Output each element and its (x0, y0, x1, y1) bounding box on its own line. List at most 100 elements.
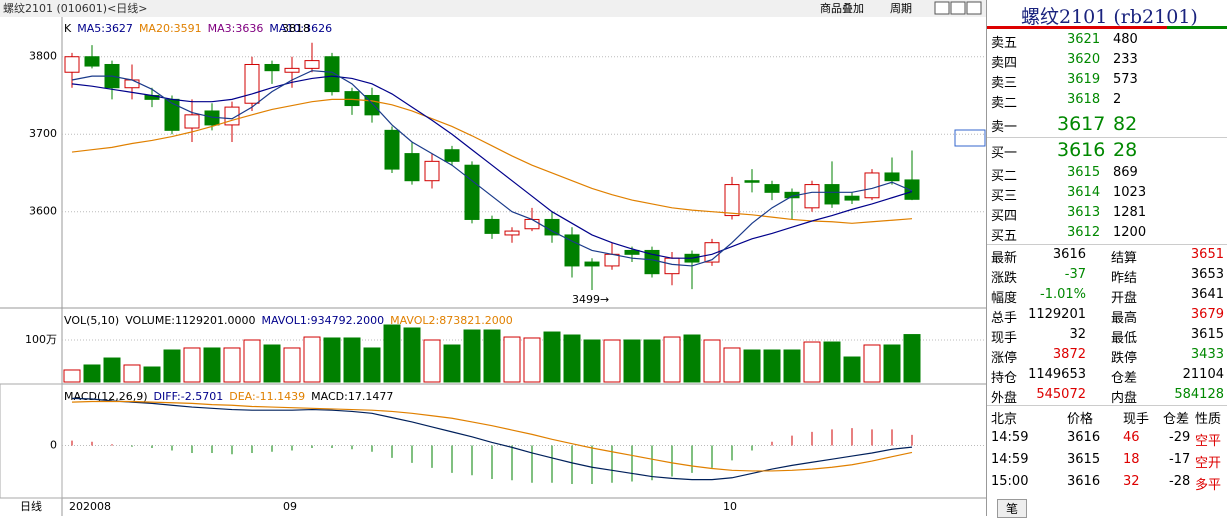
volume-bar (663, 336, 681, 383)
volume-bar (823, 341, 841, 383)
nav-button[interactable] (950, 1, 966, 15)
overlay-button[interactable]: 商品叠加 (820, 1, 864, 15)
trade-header: 现手 (1123, 412, 1150, 427)
stat-value: 3653 (1190, 267, 1224, 282)
legend-item: DEA:-11.1439 (229, 390, 305, 403)
price: 3613 (1067, 205, 1101, 220)
price: 3618 (1067, 92, 1101, 107)
annotation: 3818 (282, 22, 310, 35)
ma-line (71, 98, 913, 224)
volume-bar (263, 344, 281, 383)
stat-label: 仓差 (1111, 371, 1138, 386)
chart-title: 螺纹2101 (010601)<日线> (3, 1, 148, 15)
side-label: 卖四 (991, 56, 1018, 71)
candle-body (324, 56, 340, 93)
candle-body (584, 261, 600, 267)
stat-value: 545072 (1036, 387, 1086, 402)
legend-item: MA10:3626 (269, 22, 332, 35)
trade-cell: 14:59 (991, 452, 1029, 467)
row-divider (987, 137, 1227, 138)
stat-label: 结算 (1111, 251, 1138, 266)
stat-label: 外盘 (991, 391, 1018, 406)
candle-body (724, 184, 740, 217)
price: 3619 (1067, 72, 1101, 87)
trade-cell: -28 (1169, 474, 1191, 489)
candle-body (744, 180, 760, 183)
candle-body (824, 184, 840, 205)
stat-value: 32 (1069, 327, 1086, 342)
volume: 480 (1113, 32, 1138, 47)
stat-label: 内盘 (1111, 391, 1138, 406)
candle-body (384, 129, 400, 170)
candle-body (264, 63, 280, 72)
trade-header: 性质 (1195, 412, 1222, 427)
stat-label: 涨停 (991, 351, 1018, 366)
stat-label: 昨结 (1111, 271, 1138, 286)
candle-body (224, 106, 240, 126)
volume-bar (703, 339, 721, 383)
volume: 573 (1113, 72, 1138, 87)
volume-bar (323, 337, 341, 383)
volume-bar (243, 339, 261, 383)
ma-line (71, 70, 913, 267)
volume-bar (483, 329, 501, 383)
trade-cell: 46 (1123, 430, 1140, 445)
trade-header: 北京 (991, 412, 1018, 427)
volume-bar (423, 339, 441, 383)
price: 3617 (1057, 113, 1106, 135)
trade-cell: 32 (1123, 474, 1140, 489)
bar-red (987, 26, 1167, 29)
candle-body (504, 230, 520, 236)
volume-bar (463, 329, 481, 383)
candle-body (284, 67, 300, 73)
volume: 1200 (1113, 225, 1147, 240)
volume-bar (223, 347, 241, 383)
price: 3615 (1067, 165, 1101, 180)
side-label: 卖三 (991, 76, 1018, 91)
nav-button[interactable] (934, 1, 950, 15)
price: 3620 (1067, 52, 1101, 67)
stat-value: 21104 (1182, 367, 1224, 382)
candle-body (524, 218, 540, 230)
price: 3621 (1067, 32, 1101, 47)
nav-button[interactable] (966, 1, 982, 15)
legend-item: VOL(5,10) (64, 314, 119, 327)
candle-body (404, 153, 420, 182)
trade-cell: 多平 (1195, 478, 1222, 493)
tab: 笔 (997, 499, 1028, 518)
volume-bar (863, 344, 881, 383)
volume-bar (543, 331, 561, 383)
candle-body (844, 195, 860, 201)
candle-body (164, 98, 180, 131)
trade-cell: -29 (1169, 430, 1191, 445)
trade-cell: 15:00 (991, 474, 1029, 489)
legend-item: MA3:3636 (208, 22, 264, 35)
period-button[interactable]: 周期 (890, 2, 912, 15)
candle-body (64, 56, 80, 73)
trade-cell: 18 (1123, 452, 1140, 467)
stat-value: 3615 (1190, 327, 1224, 342)
stat-label: 幅度 (991, 291, 1018, 306)
candle-body (244, 63, 260, 104)
trade-header: 价格 (1067, 412, 1094, 427)
price: 3612 (1067, 225, 1101, 240)
corner-box (0, 383, 63, 499)
side-label: 卖一 (991, 120, 1018, 135)
dea-line (71, 400, 913, 472)
side-label: 卖五 (991, 36, 1018, 51)
candle-body (564, 234, 580, 267)
volume: 233 (1113, 52, 1138, 67)
stat-value: 3872 (1052, 347, 1086, 362)
volume-bar (603, 339, 621, 383)
stat-label: 最新 (991, 251, 1018, 266)
side-label: 买一 (991, 146, 1018, 161)
bar-green (1167, 26, 1227, 29)
volume-bar (583, 339, 601, 383)
stat-value: 3641 (1190, 287, 1224, 302)
volume-bar (83, 364, 101, 383)
trade-cell: -17 (1169, 452, 1191, 467)
volume-bar (563, 334, 581, 383)
volume-bar (503, 336, 521, 383)
candle-body (84, 56, 100, 67)
